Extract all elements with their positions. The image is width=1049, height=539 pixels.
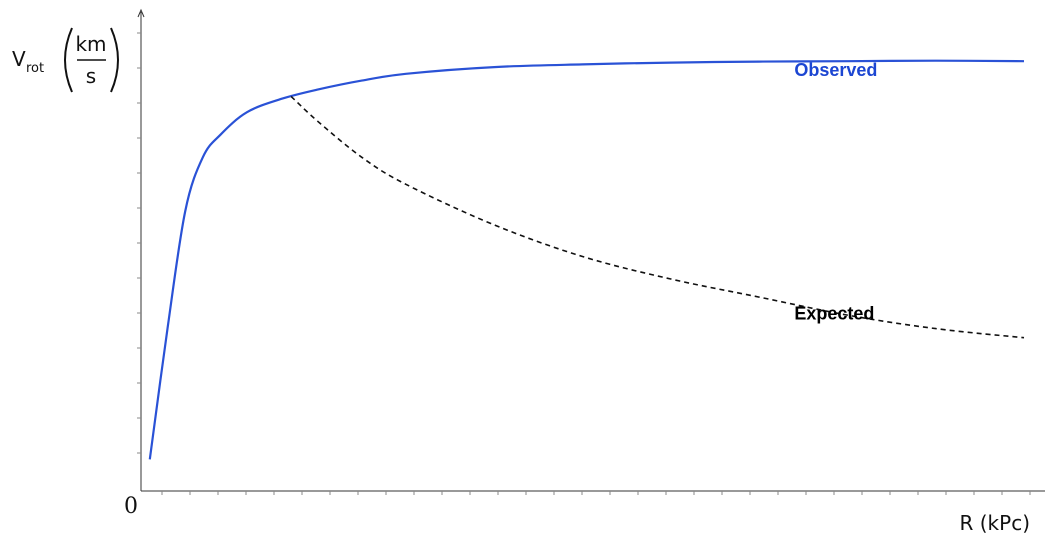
observed-label: Observed <box>794 60 877 80</box>
x-axis-label: R (kPc) <box>960 511 1031 535</box>
expected-curve <box>290 95 1025 339</box>
y-label-symbol: V <box>12 47 26 71</box>
y-label-unit-numerator: km <box>75 32 106 56</box>
origin-label: 0 <box>124 494 138 519</box>
y-axis-label: V rot km s <box>12 27 119 93</box>
y-axis-arrow <box>137 8 145 18</box>
y-label-subscript: rot <box>26 61 44 76</box>
observed-curve <box>148 59 1025 460</box>
y-label-right-paren <box>110 27 119 93</box>
series-layer <box>148 59 1025 460</box>
axis-ticks <box>137 32 1031 495</box>
y-label-unit-denominator: s <box>86 64 96 88</box>
expected-label: Expected <box>794 304 874 324</box>
y-label-left-paren <box>64 27 73 93</box>
